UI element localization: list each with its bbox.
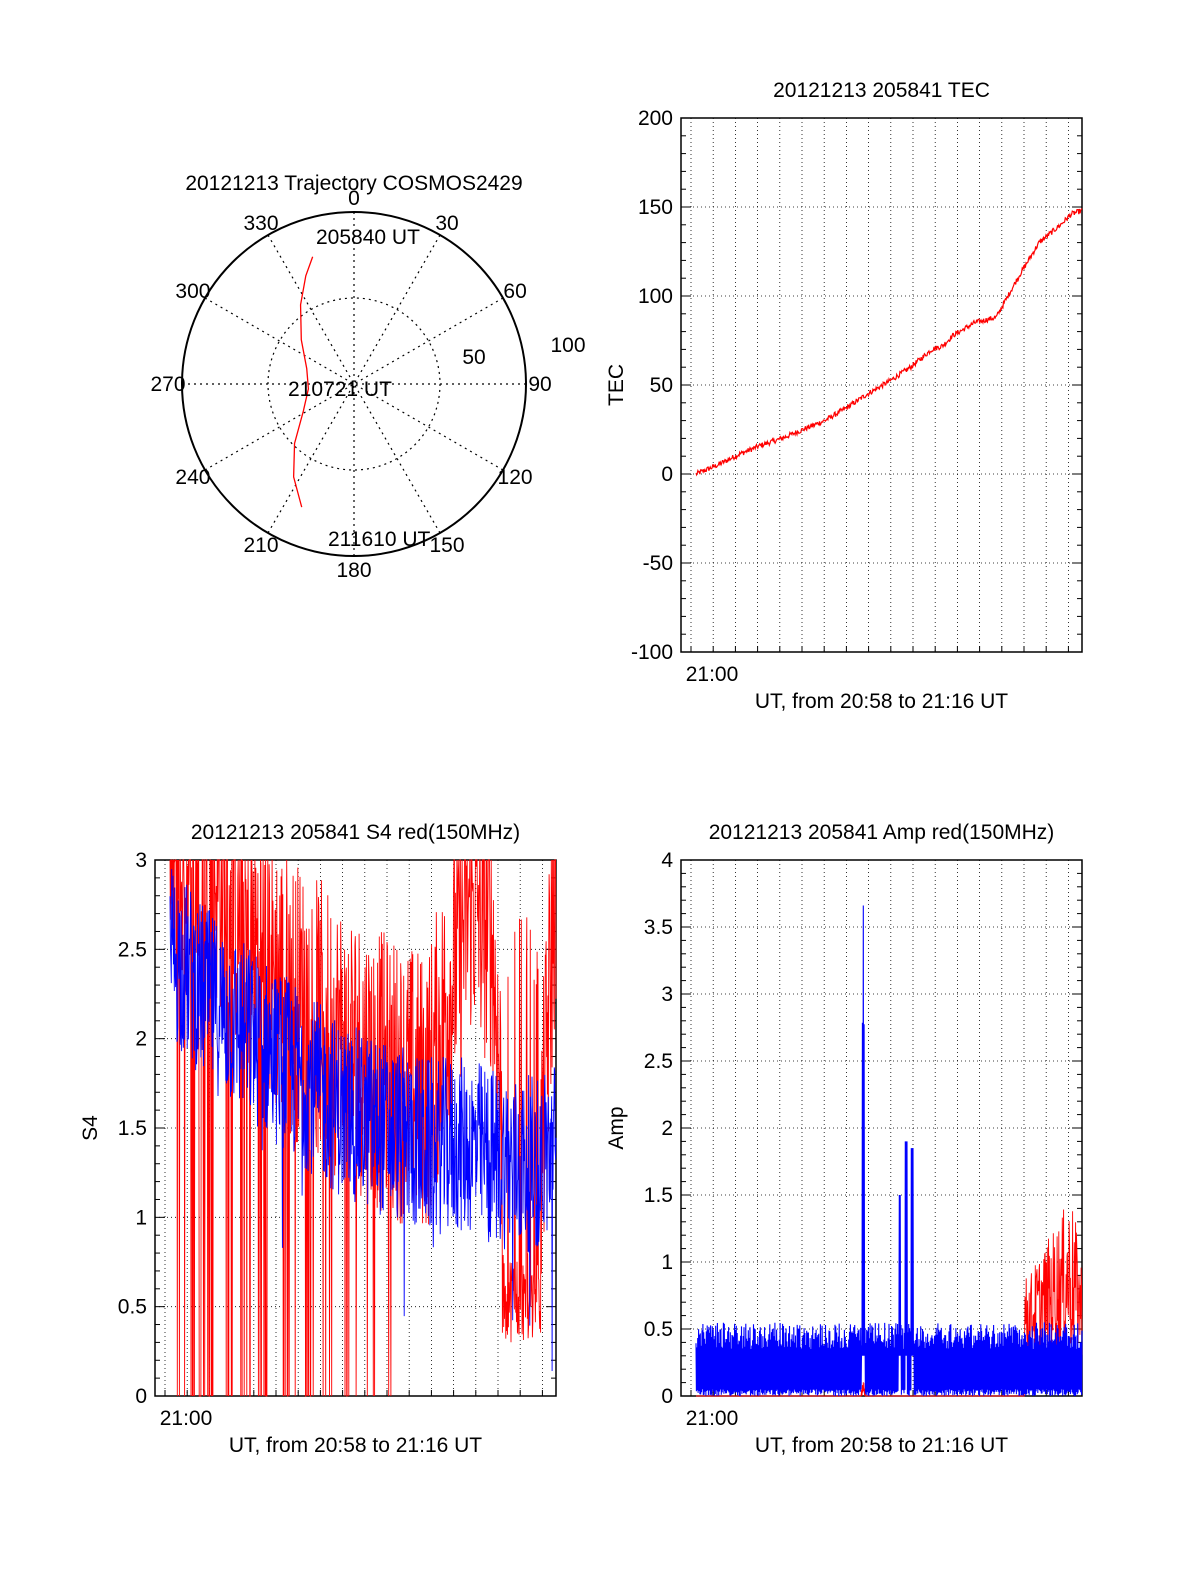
polar-azimuth-label: 30: [435, 212, 458, 235]
polar-title: 20121213 Trajectory COSMOS2429: [185, 172, 522, 195]
polar-radial-label-100: 100: [550, 334, 585, 357]
tec-series-line: [695, 208, 1083, 477]
tec-xlabel: UT, from 20:58 to 21:16 UT: [755, 690, 1008, 713]
amp-ylabel: Amp: [605, 1106, 628, 1149]
polar-azimuth-label: 300: [175, 280, 210, 303]
amp-ytick-label: 0.5: [644, 1318, 673, 1341]
polar-azimuth-label: 180: [336, 559, 371, 582]
s4-ytick-label: 0.5: [118, 1296, 147, 1319]
amp-ytick-label: 4: [661, 849, 673, 872]
polar-azimuth-label: 150: [429, 534, 464, 557]
tec-ytick-label: 200: [638, 107, 673, 130]
s4-ylabel: S4: [79, 1115, 102, 1141]
tec-ytick-label: -100: [631, 641, 673, 664]
trajectory-line: [292, 256, 314, 508]
s4-ytick-label: 0: [135, 1385, 147, 1408]
polar-azimuth-label: 270: [150, 373, 185, 396]
amp-ytick-label: 1: [661, 1251, 673, 1274]
amp-ytick-label: 3: [661, 983, 673, 1006]
s4-ytick-label: 1: [135, 1206, 147, 1229]
polar-azimuth-label: 60: [503, 280, 526, 303]
amp-red-series: [696, 1209, 1083, 1397]
s4-red-series: [169, 859, 557, 1397]
amp-title: 20121213 205841 Amp red(150MHz): [709, 821, 1055, 844]
s4-ytick-label: 2.5: [118, 938, 147, 961]
polar-trajectory-chart: 20121213 Trajectory COSMOS2429 0 30 60 90 12…: [150, 172, 585, 582]
s4-chart: 0 0.5 1 1.5 2 2.5 3 20121213 205841 S4 red(150M…: [79, 821, 557, 1457]
s4-blue-series: [169, 869, 557, 1372]
amp-ytick-label: 0: [661, 1385, 673, 1408]
s4-xtick-label: 21:00: [160, 1407, 213, 1430]
polar-azimuth-label: 120: [498, 466, 533, 489]
polar-azimuth-label: 90: [528, 373, 551, 396]
s4-xlabel: UT, from 20:58 to 21:16 UT: [229, 1434, 482, 1457]
s4-ytick-label: 3: [135, 849, 147, 872]
tec-ytick-label: 0: [661, 463, 673, 486]
polar-azimuth-label: 330: [243, 212, 278, 235]
polar-radial-label-50: 50: [462, 346, 485, 369]
tec-chart: -100 -50 0 50 100 150 200 20121213 205841 TEC 21…: [605, 79, 1083, 713]
trajectory-start-label: 205840 UT: [316, 226, 420, 249]
amp-ytick-label: 2: [661, 1117, 673, 1140]
tec-title: 20121213 205841 TEC: [773, 79, 990, 102]
tec-ytick-label: 100: [638, 285, 673, 308]
s4-ytick-label: 2: [135, 1028, 147, 1051]
polar-azimuth-labels: 0 30 60 90 120 150 180 210 240 270 300 330: [150, 187, 551, 582]
tec-ytick-label: 150: [638, 196, 673, 219]
amp-ytick-label: 3.5: [644, 916, 673, 939]
s4-title: 20121213 205841 S4 red(150MHz): [191, 821, 520, 844]
amp-ytick-label: 2.5: [644, 1050, 673, 1073]
tec-ytick-label: 50: [650, 374, 673, 397]
tec-xtick-label: 21:00: [686, 663, 739, 686]
s4-ytick-label: 1.5: [118, 1117, 147, 1140]
amp-xlabel: UT, from 20:58 to 21:16 UT: [755, 1434, 1008, 1457]
polar-azimuth-label: 240: [175, 466, 210, 489]
amp-xtick-label: 21:00: [686, 1407, 739, 1430]
amp-blue-series: [695, 905, 1083, 1397]
tec-ytick-label: -50: [643, 552, 673, 575]
trajectory-middle-label: 210721 UT: [288, 378, 392, 401]
amp-chart: 0 0.5 1 1.5 2 2.5 3 3.5 4 20121213 205841 Amp red…: [605, 821, 1083, 1457]
tec-ylabel: TEC: [605, 364, 628, 406]
trajectory-end-label: 211610 UT: [328, 528, 431, 551]
polar-azimuth-label: 210: [243, 534, 278, 557]
polar-azimuth-label: 0: [348, 187, 360, 210]
amp-ytick-label: 1.5: [644, 1184, 673, 1207]
